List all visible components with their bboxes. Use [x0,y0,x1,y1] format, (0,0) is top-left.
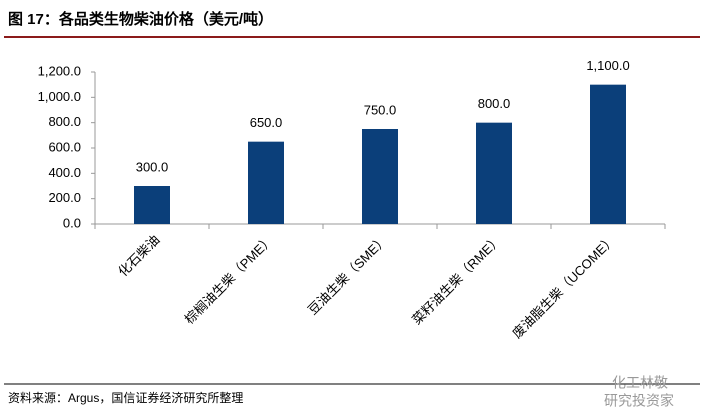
y-tick-label: 400.0 [48,165,81,180]
x-tick-label: 废油脂生柴（UCOME） [509,232,618,341]
x-tick-label: 化石柴油 [115,232,162,279]
x-tick-label: 豆油生柴（SME） [305,232,391,318]
value-label: 650.0 [250,115,283,130]
bar [362,129,398,224]
bar [248,141,284,224]
x-tick-label: 菜籽油生柴（RME） [409,232,504,327]
y-tick-label: 1,000.0 [38,89,81,104]
bar [134,186,170,224]
y-tick-label: 1,200.0 [38,63,81,78]
value-label: 300.0 [136,159,169,174]
bar [590,84,626,225]
value-label: 800.0 [478,96,511,111]
x-tick-label: 棕榈油生柴（PME） [182,232,277,327]
watermark: 化工林敬 [612,375,668,391]
y-tick-label: 200.0 [48,190,81,205]
value-label: 750.0 [364,102,397,117]
watermark: 研究投资家 [604,393,674,409]
chart-title: 图 17：各品类生物柴油价格（美元/吨） [8,10,273,28]
y-tick-label: 800.0 [48,114,81,129]
value-label: 1,100.0 [586,58,629,73]
y-tick-label: 600.0 [48,139,81,154]
y-tick-label: 0.0 [63,215,81,230]
source: 资料来源：Argus，国信证券经济研究所整理 [8,390,243,405]
bar [476,122,512,224]
